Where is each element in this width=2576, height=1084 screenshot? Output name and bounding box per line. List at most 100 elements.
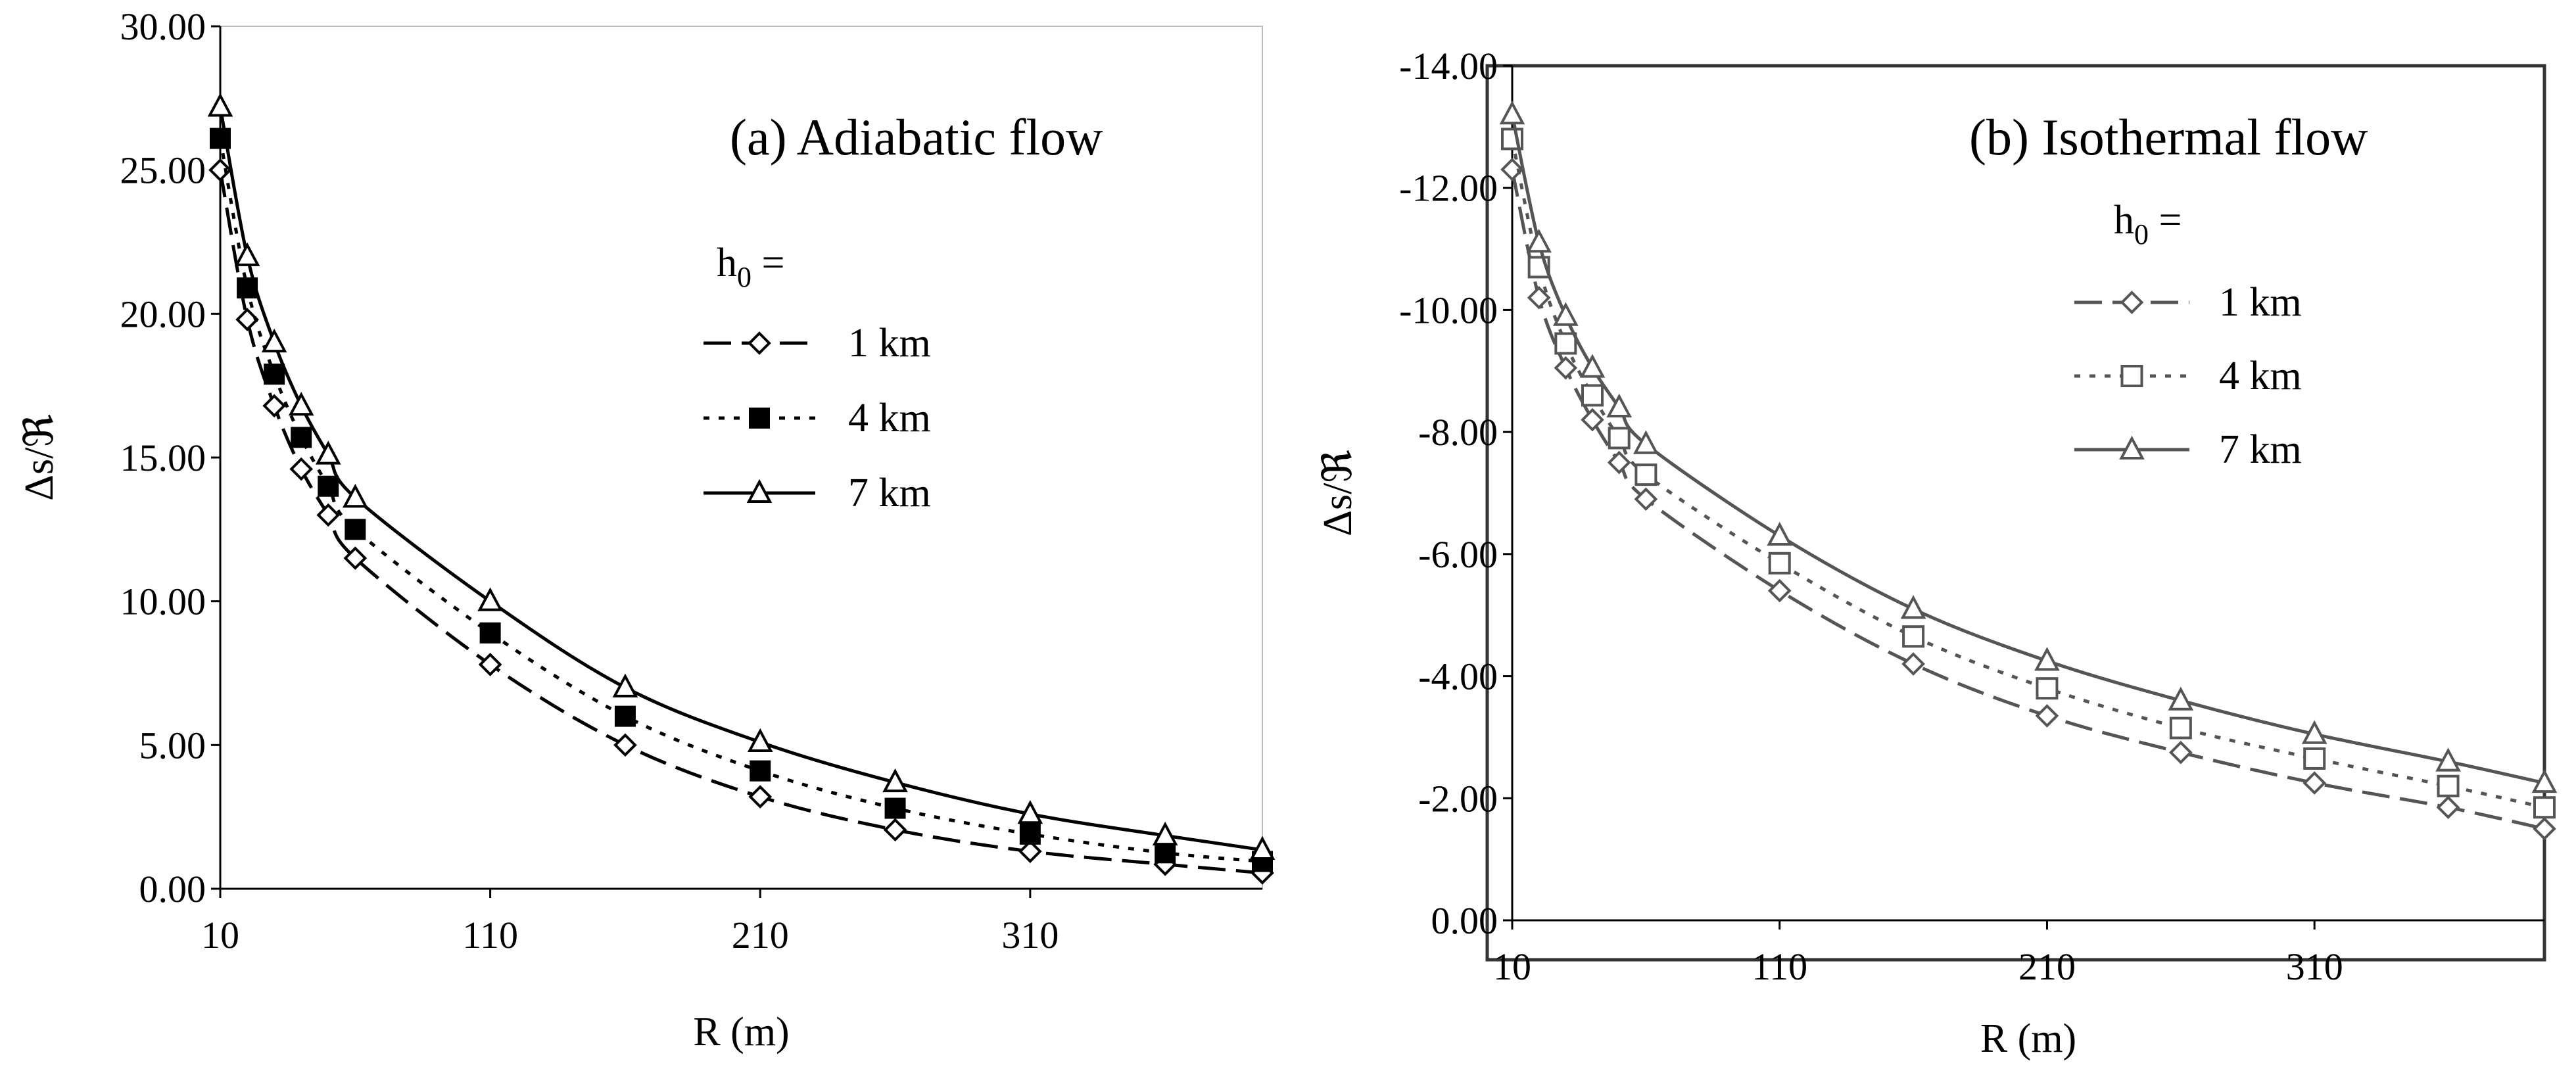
data-point: [1902, 625, 1925, 648]
legend-marker: [2119, 435, 2145, 460]
data-point: [1633, 430, 1659, 454]
y-tick-label: 15.00: [120, 436, 206, 479]
y-tick-label: -6.00: [1418, 533, 1498, 576]
legend-label: 1 km: [2219, 280, 2302, 325]
legend-entry: 7 km: [2074, 427, 2302, 472]
data-point: [883, 818, 907, 842]
chart-title: (b) Isothermal flow: [1969, 108, 2368, 166]
x-tick-label: 210: [732, 914, 789, 956]
x-tick-label: 110: [462, 914, 518, 956]
data-point: [612, 673, 638, 697]
legend-title: h0 =: [717, 241, 784, 293]
chart-title: (a) Adiabatic flow: [730, 108, 1103, 166]
legend-entry: 1 km: [704, 321, 931, 365]
plot-frame: [1485, 64, 2546, 962]
data-point: [2302, 771, 2327, 795]
data-point: [477, 587, 503, 611]
x-tick-label: 310: [2286, 945, 2343, 988]
data-point: [2035, 704, 2059, 728]
x-tick-label: 10: [1493, 945, 1531, 988]
chart-panel-isothermal: 0.00 -2.00 -4.00 -6.00 -8.00 -10.00 -12.00 -14.…: [1316, 45, 2558, 1061]
series-7-km: [1499, 101, 2558, 793]
data-point: [1155, 842, 1176, 864]
legend-marker: [749, 408, 770, 429]
data-point: [315, 440, 341, 465]
data-point: [750, 760, 771, 782]
data-point: [1606, 393, 1633, 417]
y-tick-label: 0.00: [1431, 899, 1498, 942]
y-axis-label: Δs/ℜ: [17, 414, 62, 501]
data-point: [343, 546, 368, 570]
data-point: [2034, 647, 2060, 671]
data-point: [1901, 652, 1925, 676]
data-point: [2533, 796, 2556, 819]
data-point: [1553, 302, 1579, 326]
legend-marker: [2120, 365, 2143, 387]
data-point: [2168, 686, 2194, 711]
data-point: [262, 394, 286, 418]
data-point: [316, 503, 341, 527]
data-point: [1499, 101, 1525, 125]
data-point: [1767, 521, 1793, 546]
data-point: [291, 427, 312, 448]
data-point: [261, 328, 287, 353]
data-point: [747, 728, 773, 752]
x-tick-label: 210: [2018, 945, 2076, 988]
series-4-km: [1501, 128, 2556, 819]
legend-marker: [746, 479, 773, 503]
series-line: [1510, 138, 2545, 809]
legend-title: h0 =: [2114, 198, 2182, 250]
data-point: [2437, 774, 2460, 797]
legend-entry: 4 km: [704, 396, 931, 440]
data-point: [207, 93, 233, 117]
data-point: [208, 158, 232, 182]
y-tick-label: 5.00: [139, 724, 206, 766]
series-1-km: [1500, 158, 2556, 841]
series-line: [218, 106, 1263, 852]
legend-entry: 1 km: [2074, 280, 2302, 325]
data-point: [613, 733, 637, 757]
data-point: [882, 768, 908, 793]
data-point: [748, 785, 773, 809]
data-point: [1634, 487, 1658, 511]
legend-label: 4 km: [848, 396, 931, 440]
data-point: [1767, 578, 1792, 603]
legend-label: 4 km: [2219, 354, 2302, 398]
data-point: [1017, 800, 1043, 824]
y-tick-label: 25.00: [120, 149, 206, 192]
data-point: [884, 797, 906, 819]
data-point: [2169, 717, 2192, 740]
data-point: [2435, 747, 2461, 772]
data-point: [1018, 839, 1042, 863]
data-point: [2303, 747, 2326, 770]
data-point: [1019, 823, 1041, 845]
data-point: [235, 308, 259, 331]
data-point: [1607, 450, 1631, 475]
data-point: [2531, 768, 2558, 793]
y-tick-label: 0.00: [139, 868, 206, 910]
chart-panel-adiabatic: 0.00 5.00 10.00 15.00 20.00 25.00 30.00 10 110 21…: [17, 5, 1276, 1054]
data-point: [345, 519, 366, 540]
series-line: [218, 138, 1263, 863]
data-point: [1152, 821, 1178, 846]
data-point: [288, 392, 314, 416]
x-tick-label: 10: [201, 914, 239, 956]
legend-marker: [748, 331, 771, 355]
data-point: [264, 364, 285, 385]
data-point: [2436, 795, 2460, 820]
data-point: [318, 475, 339, 497]
data-point: [1579, 354, 1606, 378]
x-tick-label: 310: [1001, 914, 1059, 956]
legend-marker: [2120, 291, 2144, 314]
data-point: [479, 622, 501, 644]
y-tick-label: 20.00: [120, 293, 206, 335]
data-point: [2533, 816, 2556, 841]
y-tick-label: -10.00: [1399, 289, 1498, 331]
legend-entry: 7 km: [704, 471, 931, 515]
data-point: [289, 457, 314, 481]
data-point: [1526, 229, 1552, 253]
x-axis-label: R (m): [693, 1010, 789, 1054]
y-tick-label: -4.00: [1418, 655, 1498, 698]
